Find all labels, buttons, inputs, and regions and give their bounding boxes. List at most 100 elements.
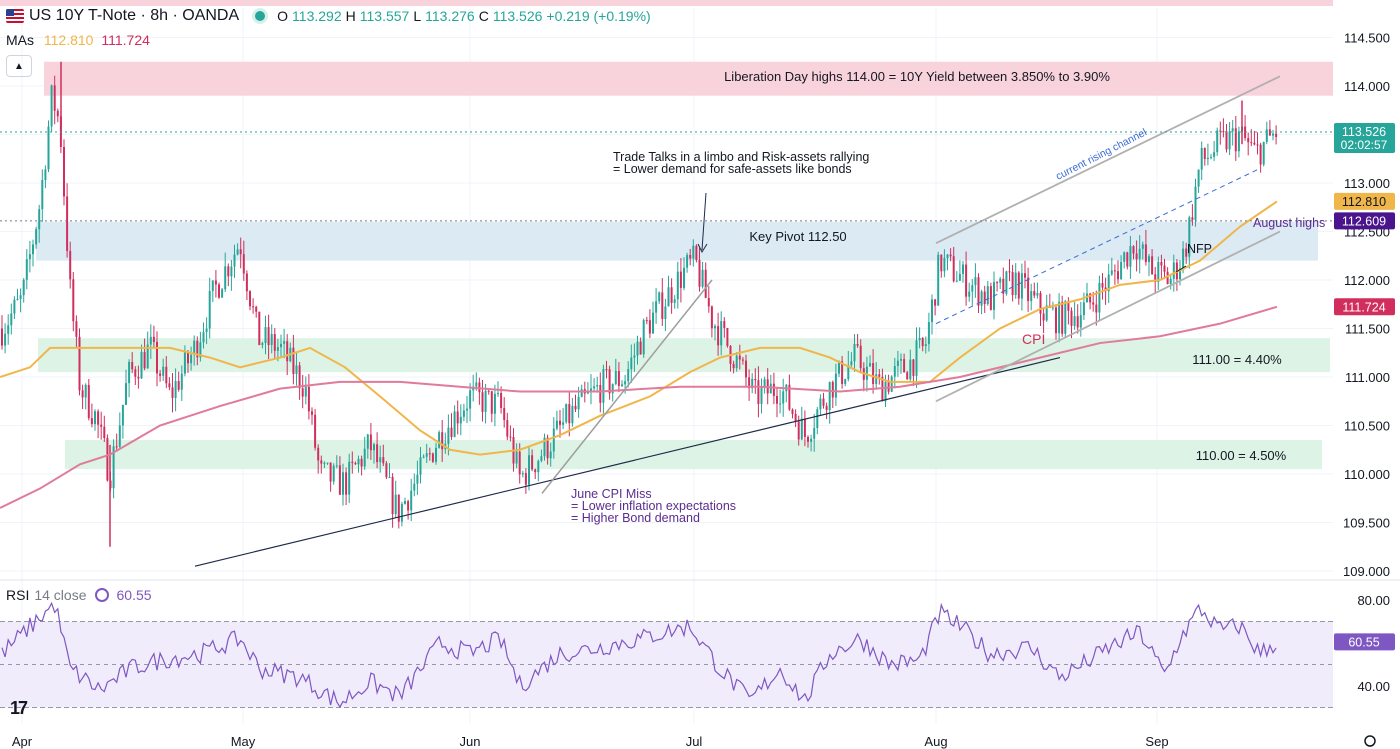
- candle-body: [56, 110, 59, 117]
- candle-body: [586, 391, 589, 394]
- candle-body: [847, 365, 850, 380]
- candle-body: [1213, 152, 1216, 157]
- candle-body: [717, 326, 720, 346]
- candle-body: [726, 327, 729, 346]
- candle-body: [1169, 278, 1172, 284]
- 110-zone: [65, 440, 1322, 470]
- tradingview-logo[interactable]: 17: [10, 698, 28, 718]
- candle-body: [617, 371, 620, 386]
- candle-body: [357, 458, 360, 465]
- candle-body: [745, 360, 747, 378]
- candle-body: [1222, 131, 1225, 133]
- key-pivot-zone: [36, 221, 1318, 261]
- candle-body: [921, 338, 924, 347]
- candle-body: [112, 446, 115, 489]
- candle-body: [720, 321, 723, 346]
- candle-body: [838, 361, 840, 374]
- symbol-title[interactable]: US 10Y T-Note · 8h · OANDA: [29, 7, 240, 24]
- market-status-icon[interactable]: [255, 11, 266, 21]
- ma-fast-line: [0, 200, 1278, 456]
- refresh-icon[interactable]: [94, 588, 109, 602]
- candle-body: [562, 422, 565, 425]
- candle-body: [183, 352, 186, 374]
- candle-body: [1101, 283, 1104, 288]
- candle-body: [1225, 131, 1228, 150]
- candle-body: [1008, 271, 1011, 273]
- candle-body: [639, 341, 642, 355]
- candle-body: [645, 320, 648, 322]
- candle-body: [453, 411, 456, 437]
- price-axis-tick: 110.000: [1344, 467, 1390, 482]
- candle-body: [1036, 293, 1039, 296]
- long-trendline: [194, 357, 1061, 567]
- candle-body: [906, 372, 909, 380]
- top-zone-edge: [0, 0, 1333, 6]
- candle-body: [800, 418, 803, 440]
- candle-body: [986, 286, 989, 305]
- candle-body: [537, 460, 540, 473]
- time-axis-tick: Jun: [460, 734, 481, 749]
- candle-body: [84, 384, 87, 398]
- candle-body: [187, 352, 189, 364]
- liberation-day-zone: [44, 61, 1333, 96]
- candle-body: [19, 295, 22, 299]
- candle-body: [196, 340, 199, 358]
- candle-body: [831, 382, 834, 398]
- candle-body: [918, 338, 921, 341]
- trade-talks-arrow: [701, 192, 707, 251]
- candle-body: [447, 427, 450, 444]
- candle-body: [1197, 169, 1200, 187]
- candle-body: [1055, 307, 1057, 334]
- candle-body: [1219, 130, 1222, 132]
- candle-body: [280, 343, 282, 348]
- price-label-box: [1334, 212, 1395, 230]
- candle-body: [611, 384, 614, 394]
- candle-body: [484, 390, 487, 412]
- candle-body: [571, 405, 574, 424]
- candle-body: [636, 341, 639, 356]
- candle-body: [577, 396, 580, 410]
- candle-body: [1188, 217, 1191, 257]
- candle-body: [807, 436, 809, 442]
- candle-body: [50, 85, 53, 127]
- june-cpi-text-3: = Higher Bond demand: [571, 511, 700, 525]
- candle-body: [366, 434, 369, 449]
- candle-body: [1058, 301, 1061, 334]
- candle-body: [686, 255, 689, 268]
- chevron-up-icon: ▲: [14, 60, 24, 72]
- candle-body: [1203, 148, 1206, 159]
- candle-body: [518, 451, 521, 475]
- candle-body: [559, 420, 561, 425]
- candle-body: [354, 462, 357, 465]
- candle-body: [410, 490, 413, 511]
- candle-body: [546, 437, 549, 459]
- candle-body: [134, 369, 137, 377]
- rsi-axis-tick: 80.00: [1357, 593, 1390, 608]
- price-label-text: 111.724: [1342, 300, 1385, 314]
- candle-body: [252, 306, 255, 308]
- candle-body: [1033, 291, 1036, 296]
- candle-body: [658, 292, 661, 302]
- candle-body: [177, 381, 180, 390]
- close-value: 113.526: [492, 8, 543, 24]
- candle-body: [326, 462, 329, 464]
- candle-body: [295, 365, 298, 375]
- rsi-legend[interactable]: RSI 14 close 60.55: [6, 587, 152, 603]
- candle-body: [1272, 133, 1274, 136]
- candle-body: [1151, 256, 1154, 275]
- candle-body: [1216, 130, 1219, 153]
- candle-body: [1042, 313, 1045, 321]
- candle-body: [16, 298, 19, 300]
- candle-body: [884, 381, 887, 402]
- candle-body: [323, 462, 326, 464]
- candle-body: [828, 382, 831, 411]
- candle-body: [10, 313, 13, 326]
- candle-body: [1030, 291, 1033, 302]
- candle-body: [428, 453, 431, 455]
- collapse-legend-button[interactable]: ▲: [6, 55, 32, 77]
- candle-body: [261, 343, 264, 346]
- candle-body: [1024, 273, 1026, 278]
- candle-body: [1086, 293, 1088, 303]
- ma-legend[interactable]: MAs 112.810 111.724: [6, 32, 150, 48]
